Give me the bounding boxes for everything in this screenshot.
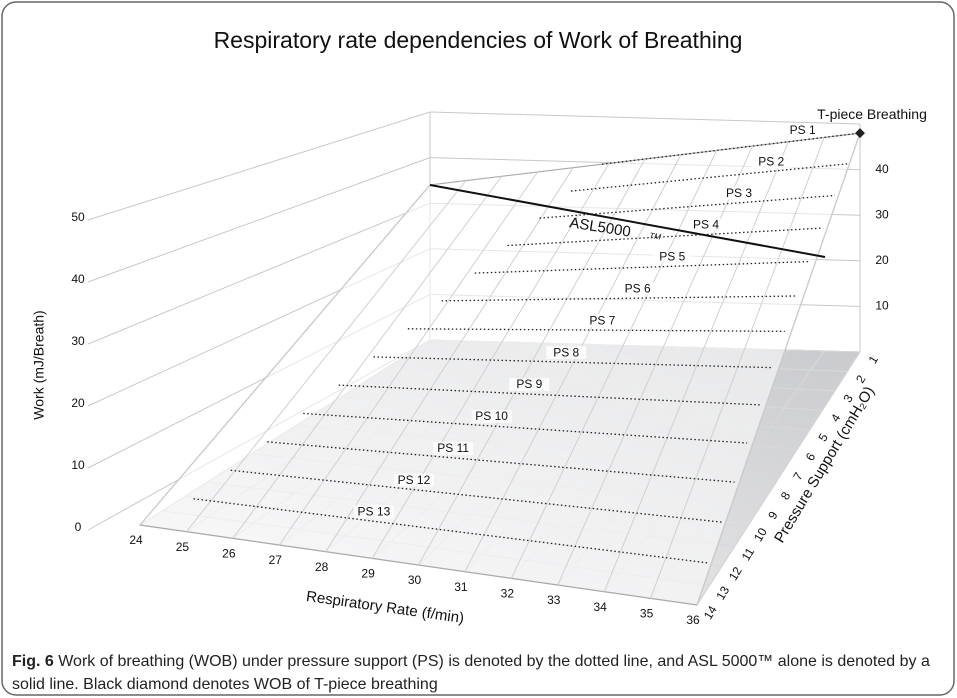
surface-grid-line (325, 167, 574, 552)
z-tick-label: 40 (71, 272, 85, 286)
x-tick-label: 30 (408, 573, 422, 587)
x-tick-label: 26 (222, 547, 236, 561)
ps-dotted-line (407, 328, 785, 332)
ps-label: PS 10 (475, 409, 508, 423)
surface-grid-line (278, 171, 538, 546)
z-back-tick-label: 10 (875, 299, 889, 313)
surface-grid-line (186, 180, 467, 532)
y-tick-label: 10 (751, 525, 770, 544)
ps-label-bg (393, 473, 434, 487)
caption: Fig. 6 Work of breathing (WOB) under pre… (12, 653, 930, 693)
left-wall-grid-line (87, 157, 431, 283)
ps-label-bg (751, 155, 792, 169)
x-tick-label: 32 (501, 587, 515, 601)
surface-grid-line (696, 132, 861, 606)
z-tick-label: 30 (71, 334, 85, 348)
surface-grid-line (371, 163, 610, 559)
ps-label: PS 5 (659, 249, 685, 263)
y-tick-label: 13 (713, 584, 732, 603)
ps-dotted-line (373, 356, 773, 369)
y-tick-label: 12 (726, 564, 745, 583)
z-axis-label: Work (mJ/Breath) (31, 310, 47, 419)
z-back-tick-label: 40 (875, 162, 889, 176)
x-tick-label: 31 (454, 580, 468, 594)
ps-dotted-line (507, 227, 823, 247)
x-tick-label: 35 (640, 607, 654, 621)
back-wall-grid-line (429, 111, 861, 125)
asl-line (429, 183, 826, 258)
ps-label-bg (582, 314, 623, 328)
x-tick-label: 25 (176, 540, 190, 554)
floor-grid-line (696, 351, 861, 606)
surface-grid-line (139, 184, 431, 526)
surface-grid-line (603, 141, 789, 592)
chart-title: Respiratory rate dependencies of Work of… (214, 27, 743, 53)
t-piece-label: T-piece Breathing (817, 106, 927, 122)
surface-grid-line (510, 150, 718, 579)
x-tick-label: 29 (361, 567, 375, 581)
ps-dotted-line (193, 498, 710, 564)
z-tick-label: 20 (71, 396, 85, 410)
ps-label: PS 3 (726, 186, 752, 200)
ps-label: PS 12 (398, 473, 431, 487)
ps-label-bg (782, 124, 823, 138)
ps-label: PS 1 (790, 123, 816, 137)
ps-label-bg (719, 186, 760, 200)
x-tick-label: 34 (593, 600, 607, 614)
ps-label: PS 8 (553, 345, 579, 359)
ps-label-bg (652, 250, 693, 264)
x-tick-label: 27 (269, 553, 283, 567)
x-tick-label: 28 (315, 560, 329, 574)
ps-dotted-line (441, 295, 798, 302)
ps-label: PS 6 (625, 281, 651, 295)
t-piece-diamond (855, 128, 865, 139)
surface-grid-line (418, 158, 646, 566)
ps-label: PS 13 (358, 504, 391, 518)
surface-grid-line (650, 137, 825, 599)
z-tick-label: 0 (75, 520, 82, 534)
surface-grid-line (232, 176, 503, 539)
z-back-tick-label: 30 (875, 207, 889, 221)
ps-label: PS 2 (758, 155, 784, 169)
z-tick-label: 50 (71, 210, 85, 224)
ps-dotted-line (601, 132, 861, 165)
ps-label-bg (509, 378, 550, 392)
y-tick-label: 14 (701, 603, 720, 622)
caption-label: Fig. 6 (12, 653, 54, 670)
left-wall-grid-line (87, 111, 431, 221)
ps-label: PS 4 (693, 218, 719, 232)
ps-label-bg (617, 282, 658, 296)
x-tick-label: 36 (686, 613, 700, 627)
x-tick-label: 24 (129, 533, 143, 547)
ps-label-bg (353, 505, 394, 519)
z-back-tick-label: 20 (875, 253, 889, 267)
ps-label: PS 7 (589, 313, 615, 327)
caption-text: Work of breathing (WOB) under pressure s… (12, 653, 930, 693)
ps-label: PS 9 (516, 377, 542, 391)
asl-tm: TM (649, 231, 662, 242)
z-tick-label: 10 (71, 458, 85, 472)
ps-label-bg (433, 441, 474, 455)
ps-label-bg (546, 346, 587, 360)
ps-label: PS 11 (437, 441, 469, 455)
left-wall-grid-line (87, 202, 431, 345)
ps-label-bg (686, 218, 727, 232)
x-tick-label: 33 (547, 593, 561, 607)
ps-label-bg (471, 409, 512, 423)
